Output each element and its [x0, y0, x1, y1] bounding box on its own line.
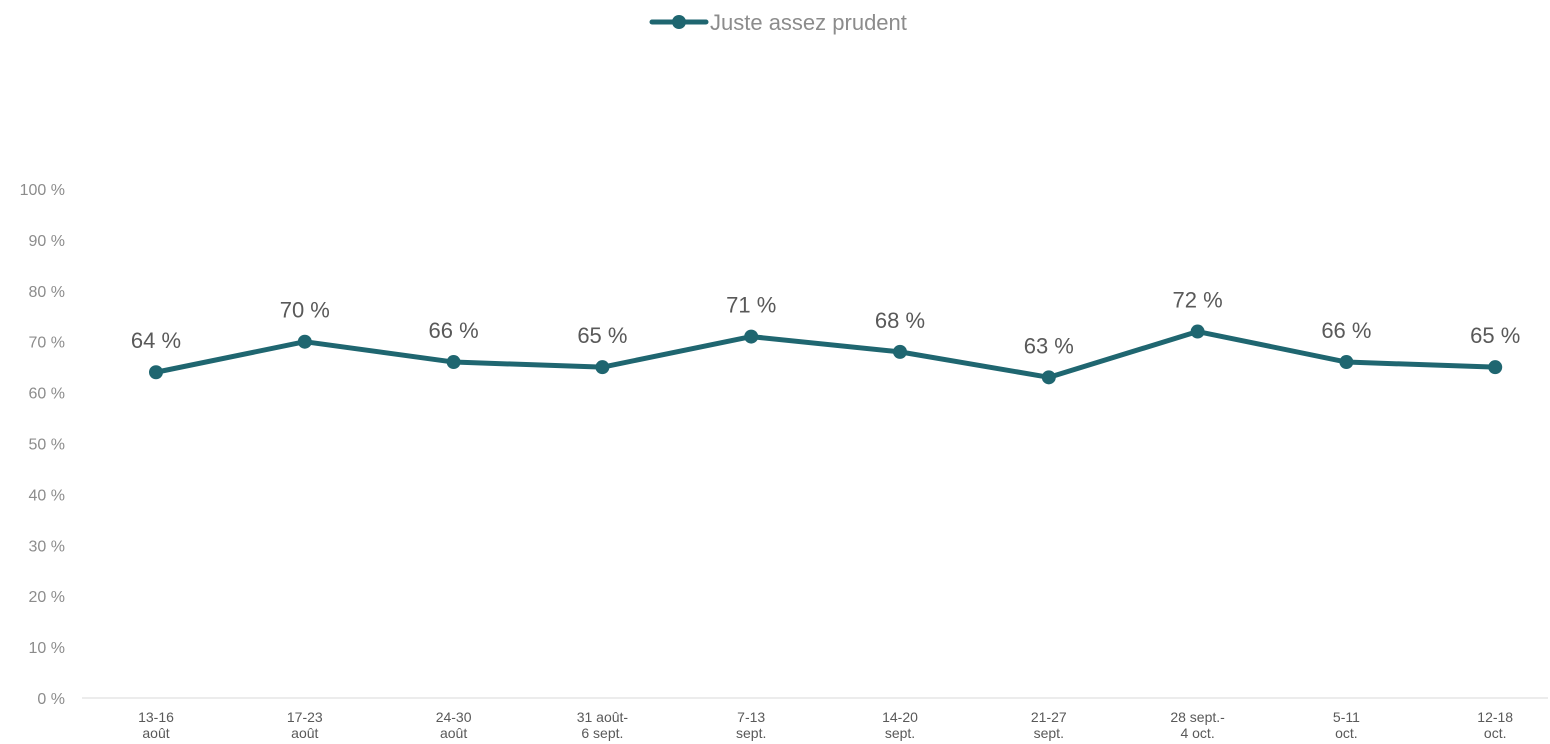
y-tick-label: 50 % — [29, 437, 65, 454]
legend: Juste assez prudent — [649, 10, 907, 35]
y-tick-label: 0 % — [37, 691, 65, 708]
x-tick-label: 17-23 août — [287, 709, 323, 741]
series-line — [153, 329, 1498, 380]
x-tick-label: 5-11 oct. — [1333, 709, 1360, 741]
data-label: 65 % — [577, 323, 627, 348]
x-tick-label: 28 sept.-4 oct. — [1170, 709, 1225, 741]
data-labels: 64 % 70 % 66 % 65 % 71 % 68 % 63 % 72 % 66 % 65 % — [131, 288, 1520, 359]
x-tick-label: 12-18 oct. — [1477, 709, 1513, 741]
legend-dot-marker — [672, 15, 686, 29]
series-group — [149, 324, 1503, 385]
y-tick-label: 100 % — [20, 182, 65, 199]
data-label: 66 % — [429, 318, 479, 343]
y-tick-label: 90 % — [29, 233, 65, 250]
data-label: 72 % — [1173, 288, 1223, 313]
y-axis-ticks: 0 % 10 % 20 % 30 % 40 % 50 % 60 % 70 % 80 % 90 % 1… — [20, 182, 65, 708]
y-tick-label: 20 % — [29, 589, 65, 606]
data-point — [1488, 360, 1503, 375]
x-tick-label: 7-13 sept. — [736, 709, 766, 741]
y-tick-label: 30 % — [29, 538, 65, 555]
y-tick-label: 60 % — [29, 386, 65, 403]
data-label: 70 % — [280, 298, 330, 323]
y-tick-label: 10 % — [29, 640, 65, 657]
y-tick-label: 70 % — [29, 335, 65, 352]
data-label: 71 % — [726, 293, 776, 318]
data-point — [1041, 370, 1056, 385]
data-label: 66 % — [1321, 318, 1371, 343]
x-tick-label: 14-20 sept. — [882, 709, 918, 741]
y-tick-label: 40 % — [29, 487, 65, 504]
data-point — [1339, 355, 1354, 370]
x-tick-label: 21-27 sept. — [1031, 709, 1067, 741]
data-point — [297, 334, 312, 349]
data-point — [595, 360, 610, 375]
data-point — [744, 329, 759, 344]
y-tick-label: 80 % — [29, 284, 65, 301]
data-label: 63 % — [1024, 333, 1074, 358]
data-point — [446, 355, 461, 370]
x-axis-ticks: 13-16 août 17-23 août 24-30 août 31 août-6 sep… — [138, 709, 1513, 741]
data-point — [893, 344, 907, 359]
data-point — [1190, 324, 1205, 339]
data-label: 64 % — [131, 328, 181, 353]
x-tick-label: 24-30 août — [436, 709, 472, 741]
x-tick-label: 31 août-6 sept. — [577, 709, 629, 741]
x-tick-label: 13-16 août — [138, 709, 174, 741]
data-point — [149, 365, 163, 380]
data-label: 65 % — [1470, 323, 1520, 348]
data-label: 68 % — [875, 308, 925, 333]
legend-label: Juste assez prudent — [710, 10, 907, 35]
